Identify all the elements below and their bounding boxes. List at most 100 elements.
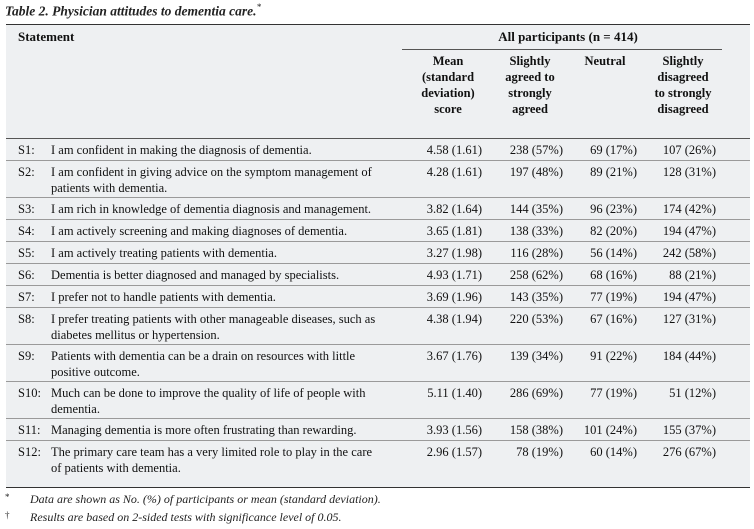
- header-line: disagreed: [657, 102, 709, 116]
- statement-text: I am rich in knowledge of dementia diagn…: [51, 202, 372, 216]
- disagreed-cell: 128 (31%): [662, 165, 716, 179]
- caption-mark: *: [256, 2, 262, 12]
- header-line: Slightly: [662, 54, 704, 68]
- statement-id: S2:: [18, 165, 35, 179]
- mean-score-cell: 4.28 (1.61): [426, 165, 482, 179]
- attitudes-table: Statement All participants (n = 414) Mea…: [6, 24, 750, 488]
- mean-score-cell: 3.82 (1.64): [426, 202, 482, 216]
- statement-text: I am actively treating patients with dem…: [51, 246, 277, 260]
- mean-score-header: Mean (standard deviation) score: [410, 53, 486, 117]
- header-line: deviation): [421, 86, 475, 100]
- statement-id: S8:: [18, 312, 35, 326]
- header-line: agreed to: [505, 70, 555, 84]
- statement-cell: S5: I am actively treating patients with …: [18, 246, 408, 262]
- neutral-cell: 56 (14%): [590, 246, 637, 260]
- neutral-cell: 68 (16%): [590, 268, 637, 282]
- statement-text: I am confident in making the diagnosis o…: [51, 143, 312, 157]
- footnote-text: Results are based on 2-sided tests with …: [30, 510, 342, 524]
- statement-cell: S11: Managing dementia is more often frus…: [18, 423, 408, 439]
- agreed-header: Slightly agreed to strongly agreed: [490, 53, 570, 117]
- statement-text: The primary care team has a very limited…: [51, 445, 373, 459]
- statement-text: I prefer treating patients with other ma…: [51, 312, 376, 326]
- disagreed-cell: 107 (26%): [662, 143, 716, 157]
- disagreed-header: Slightly disagreed to strongly disagreed: [640, 53, 726, 117]
- mean-score-cell: 4.93 (1.71): [426, 268, 482, 282]
- statement-cell: S9: Patients with dementia can be a drain…: [18, 349, 408, 380]
- header-line: disagreed: [657, 70, 709, 84]
- statement-id: S9:: [18, 349, 35, 363]
- footnote-text: Data are shown as No. (%) of participant…: [30, 492, 381, 506]
- header-line: score: [434, 102, 462, 116]
- statement-id: S11:: [18, 423, 41, 437]
- statement-text: Managing dementia is more often frustrat…: [51, 423, 357, 437]
- statement-header: Statement: [18, 29, 75, 44]
- agreed-cell: 238 (57%): [509, 143, 563, 157]
- mean-score-cell: 4.38 (1.94): [426, 312, 482, 326]
- header-line: strongly: [508, 86, 552, 100]
- statement-id: S1:: [18, 143, 35, 157]
- statement-cell: S6: Dementia is better diagnosed and mana…: [18, 268, 408, 284]
- header-line: to strongly: [654, 86, 712, 100]
- agreed-cell: 197 (48%): [509, 165, 563, 179]
- statement-text: Patients with dementia can be a drain on…: [51, 349, 356, 363]
- table-row: S10: Much can be done to improve the qual…: [6, 382, 750, 419]
- statement-text: of patients with dementia.: [51, 460, 181, 475]
- footnote: † Results are based on 2-sided tests with…: [5, 510, 342, 525]
- agreed-cell: 138 (33%): [509, 224, 563, 238]
- neutral-cell: 69 (17%): [590, 143, 637, 157]
- header-line: Mean: [432, 54, 464, 68]
- statement-id: S3:: [18, 202, 35, 216]
- statement-text: Much can be done to improve the quality …: [51, 386, 366, 400]
- statement-text: dementia.: [51, 401, 100, 416]
- table-caption: Table 2. Physician attitudes to dementia…: [5, 2, 261, 20]
- neutral-cell: 89 (21%): [590, 165, 637, 179]
- table-row: S4: I am actively screening and making di…: [6, 220, 750, 242]
- table-row: S6: Dementia is better diagnosed and mana…: [6, 264, 750, 286]
- statement-text: diabetes mellitus or hypertension.: [51, 327, 220, 342]
- mean-score-cell: 3.93 (1.56): [426, 423, 482, 437]
- agreed-cell: 78 (19%): [516, 445, 563, 459]
- statement-cell: S8: I prefer treating patients with other…: [18, 312, 408, 343]
- statement-cell: S4: I am actively screening and making di…: [18, 224, 408, 240]
- table-row: S5: I am actively treating patients with …: [6, 242, 750, 264]
- neutral-cell: 77 (19%): [590, 386, 637, 400]
- neutral-cell: 91 (22%): [590, 349, 637, 363]
- disagreed-cell: 88 (21%): [669, 268, 716, 282]
- table-row: S11: Managing dementia is more often frus…: [6, 419, 750, 441]
- table-row: S3: I am rich in knowledge of dementia di…: [6, 198, 750, 220]
- statement-id: S7:: [18, 290, 35, 304]
- caption-text: Table 2. Physician attitudes to dementia…: [5, 3, 257, 19]
- statement-text: I am actively screening and making diagn…: [51, 224, 348, 238]
- mean-score-cell: 2.96 (1.57): [426, 445, 482, 459]
- header-line: Neutral: [584, 54, 626, 68]
- statement-cell: S3: I am rich in knowledge of dementia di…: [18, 202, 408, 218]
- disagreed-cell: 51 (12%): [669, 386, 716, 400]
- mean-score-cell: 3.67 (1.76): [426, 349, 482, 363]
- disagreed-cell: 174 (42%): [662, 202, 716, 216]
- mean-score-cell: 3.27 (1.98): [426, 246, 482, 260]
- header-line: Slightly: [509, 54, 551, 68]
- neutral-cell: 101 (24%): [583, 423, 637, 437]
- neutral-cell: 82 (20%): [590, 224, 637, 238]
- neutral-cell: 96 (23%): [590, 202, 637, 216]
- statement-cell: S1: I am confident in making the diagnosi…: [18, 143, 408, 159]
- footnote-mark: †: [5, 510, 10, 520]
- table-row: S12: The primary care team has a very lim…: [6, 441, 750, 478]
- neutral-header: Neutral: [572, 53, 638, 69]
- agreed-cell: 139 (34%): [509, 349, 563, 363]
- table-row: S7: I prefer not to handle patients with …: [6, 286, 750, 308]
- neutral-cell: 77 (19%): [590, 290, 637, 304]
- disagreed-cell: 194 (47%): [662, 224, 716, 238]
- statement-id: S6:: [18, 268, 35, 282]
- disagreed-cell: 242 (58%): [662, 246, 716, 260]
- agreed-cell: 144 (35%): [509, 202, 563, 216]
- agreed-cell: 143 (35%): [509, 290, 563, 304]
- table-row: S9: Patients with dementia can be a drain…: [6, 345, 750, 382]
- table-row: S1: I am confident in making the diagnosi…: [6, 139, 750, 161]
- disagreed-cell: 276 (67%): [662, 445, 716, 459]
- header-line: agreed: [512, 102, 548, 116]
- footnote: * Data are shown as No. (%) of participan…: [5, 492, 381, 507]
- mean-score-cell: 3.65 (1.81): [426, 224, 482, 238]
- agreed-cell: 116 (28%): [510, 246, 563, 260]
- mean-score-cell: 3.69 (1.96): [426, 290, 482, 304]
